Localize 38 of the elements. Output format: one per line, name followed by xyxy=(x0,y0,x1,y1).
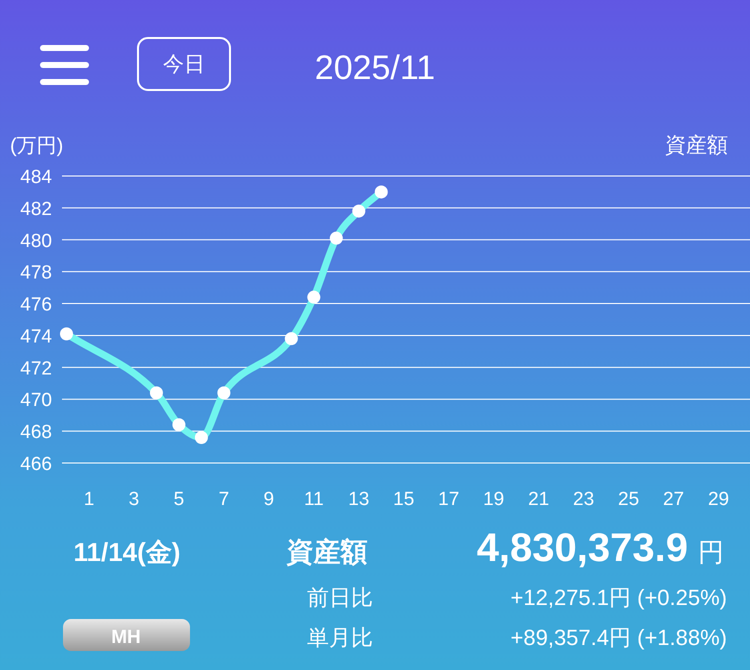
x-tick-label: 7 xyxy=(218,489,230,510)
text: +89,357.4円 (+1.88%) xyxy=(510,625,727,650)
text: 前日比 xyxy=(307,585,373,610)
y-tick-label: 476 xyxy=(20,294,52,316)
y-tick-label: 474 xyxy=(20,326,52,348)
text: +12,275.1円 (+0.25%) xyxy=(510,585,727,610)
text: 資産額 xyxy=(665,134,728,157)
x-tick-label: 15 xyxy=(393,489,414,510)
text: 資産額 xyxy=(286,537,368,567)
y-tick-label: 484 xyxy=(20,167,52,188)
x-tick-label: 11 xyxy=(304,489,324,510)
text: 円 xyxy=(698,537,724,567)
y-tick-label: 468 xyxy=(20,422,52,444)
x-tick-label: 29 xyxy=(708,489,730,510)
text: 単月比 xyxy=(307,625,373,650)
x-tick-label: 27 xyxy=(662,489,684,510)
x-tick-label: 3 xyxy=(128,489,140,510)
text: 4,830,373.9 xyxy=(476,526,688,570)
x-tick-label: 5 xyxy=(174,489,184,510)
button-mh: MH xyxy=(63,619,190,651)
y-tick-label: 478 xyxy=(20,262,52,284)
x-tick-label: 13 xyxy=(348,489,370,510)
y-tick-label: 470 xyxy=(20,390,52,412)
y-tick-label: 466 xyxy=(20,454,52,475)
y-axis-title: (万円) xyxy=(10,135,64,157)
x-tick-label: 21 xyxy=(528,489,550,510)
y-tick-label: 472 xyxy=(20,358,52,380)
x-tick-label: 9 xyxy=(264,489,274,510)
x-tick-label: 19 xyxy=(483,489,504,510)
x-tick-label: 17 xyxy=(438,489,460,510)
y-tick-label: 482 xyxy=(20,198,52,220)
x-tick-label: 25 xyxy=(618,489,640,510)
chart-title: 2025/11 xyxy=(314,49,436,87)
text: 11/14(金) xyxy=(74,537,180,567)
x-tick-label: 23 xyxy=(573,489,594,510)
y-tick-label: 480 xyxy=(20,230,52,252)
button-today: 今日 xyxy=(137,37,231,91)
x-tick-label: 1 xyxy=(84,489,94,510)
